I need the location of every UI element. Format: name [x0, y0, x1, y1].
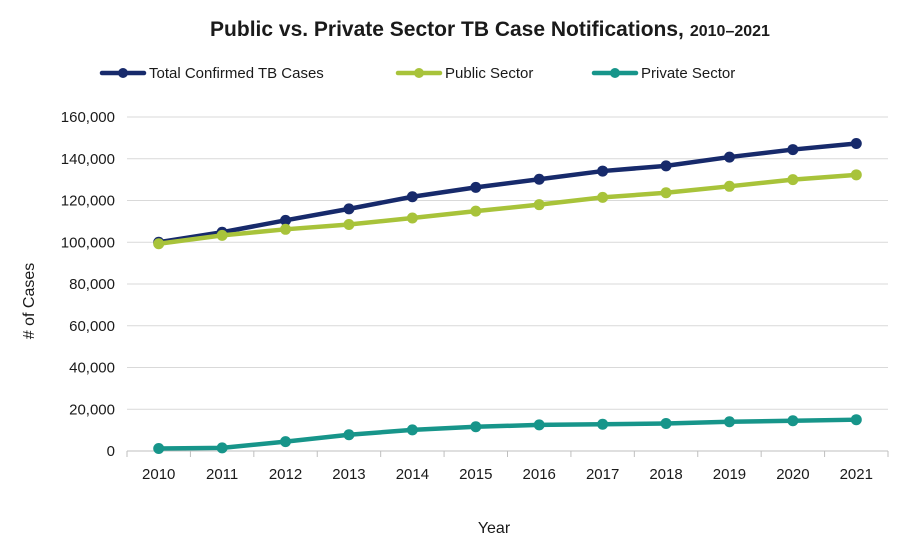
data-point: [470, 421, 482, 433]
chart-title: Public vs. Private Sector TB Case Notifi…: [210, 18, 770, 41]
y-tick-label: 120,000: [61, 193, 115, 210]
x-tick-label: 2012: [269, 466, 302, 483]
data-point: [723, 180, 735, 192]
data-point: [280, 436, 292, 448]
data-point: [787, 415, 799, 427]
series-line: [156, 417, 859, 451]
y-tick-label: 160,000: [61, 109, 115, 126]
data-point: [787, 144, 799, 156]
y-tick-label: 40,000: [69, 360, 115, 377]
data-point: [406, 424, 418, 436]
data-point: [597, 418, 609, 430]
x-tick-label: 2014: [396, 466, 429, 483]
data-point: [723, 416, 735, 428]
y-axis-label: # of Cases: [21, 263, 38, 339]
data-point: [216, 229, 228, 241]
chart-title-years: 2010–2021: [690, 23, 770, 40]
data-point: [850, 414, 862, 426]
legend-label: Total Confirmed TB Cases: [149, 65, 324, 82]
data-point: [533, 199, 545, 211]
legend-label: Public Sector: [445, 65, 533, 82]
data-point: [597, 191, 609, 203]
data-point: [533, 419, 545, 431]
data-point: [470, 205, 482, 217]
y-tick-label: 20,000: [69, 401, 115, 418]
legend-label: Private Sector: [641, 65, 735, 82]
data-point: [533, 173, 545, 185]
series-private-sector: [153, 414, 862, 454]
x-tick-label: 2021: [840, 466, 873, 483]
series-layer: [153, 138, 862, 454]
x-tick-label: 2010: [142, 466, 175, 483]
legend-marker: [610, 68, 620, 78]
data-point: [343, 219, 355, 231]
data-point: [660, 160, 672, 172]
data-point: [153, 442, 165, 454]
x-tick-label: 2011: [206, 466, 238, 483]
x-axis-label: Year: [478, 520, 511, 537]
data-point: [723, 151, 735, 163]
y-tick-label: 80,000: [69, 276, 115, 293]
data-point: [787, 174, 799, 186]
y-tick-label: 140,000: [61, 151, 115, 168]
x-tick-label: 2017: [586, 466, 619, 483]
data-point: [660, 187, 672, 199]
chart-title-main: Public vs. Private Sector TB Case Notifi…: [210, 18, 684, 41]
data-point: [470, 181, 482, 193]
data-point: [153, 238, 165, 250]
x-tick-label: 2020: [776, 466, 809, 483]
x-tick-label: 2018: [649, 466, 682, 483]
legend-item: Private Sector: [591, 65, 735, 82]
x-tick-label: 2013: [332, 466, 365, 483]
data-point: [660, 417, 672, 429]
legend: Total Confirmed TB Cases Public Sector Pri…: [99, 65, 735, 82]
data-point: [216, 442, 228, 454]
data-point: [343, 203, 355, 215]
data-point: [280, 223, 292, 235]
data-point: [343, 429, 355, 441]
x-tick-label: 2015: [459, 466, 492, 483]
y-tick-label: 60,000: [69, 318, 115, 335]
series-line: [156, 172, 859, 246]
data-point: [597, 165, 609, 177]
data-point: [280, 214, 292, 226]
y-tick-label: 100,000: [61, 234, 115, 251]
series-public-sector: [153, 169, 862, 250]
legend-item: Public Sector: [395, 65, 533, 82]
x-axis-ticks: 2010 2011 2012 2013 2014 2015 2016 2017 2018 2019…: [126, 451, 889, 483]
data-point: [850, 169, 862, 181]
data-point: [406, 212, 418, 224]
y-tick-label: 0: [107, 443, 115, 460]
legend-marker: [118, 68, 128, 78]
legend-item: Total Confirmed TB Cases: [99, 65, 324, 82]
series-line: [156, 141, 859, 245]
x-tick-label: 2019: [713, 466, 746, 483]
y-axis-ticks: 0 20,000 40,000 60,000 80,000 100,000 120,000 1…: [61, 109, 115, 460]
x-tick-label: 2016: [523, 466, 556, 483]
legend-marker: [414, 68, 424, 78]
data-point: [850, 138, 862, 150]
data-point: [406, 191, 418, 203]
gridlines: [127, 116, 888, 452]
